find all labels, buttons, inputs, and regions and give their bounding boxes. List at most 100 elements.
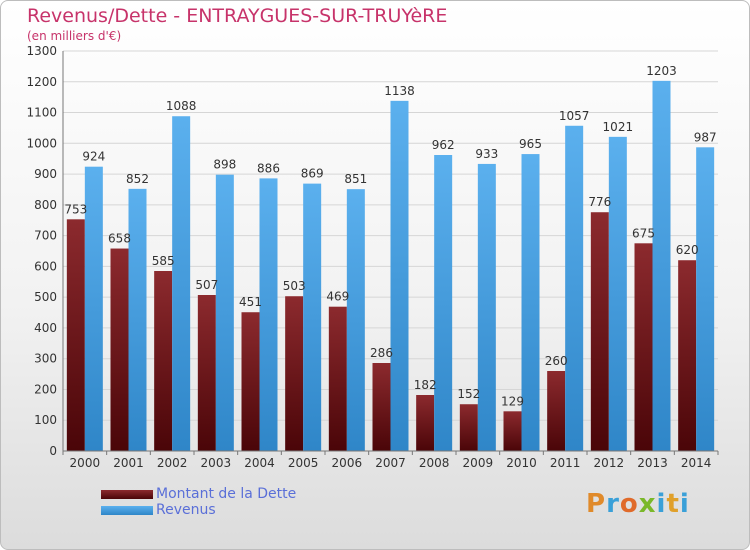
bar-revenue xyxy=(521,154,540,452)
data-label-revenue: 852 xyxy=(126,172,149,186)
bar-revenue xyxy=(172,116,191,451)
data-label-debt: 753 xyxy=(64,202,87,216)
logo-letter: i xyxy=(679,489,690,519)
data-label-debt: 260 xyxy=(545,354,568,368)
bar-debt xyxy=(503,411,522,451)
data-label-revenue: 965 xyxy=(519,137,542,151)
axes: 0 100 200 300 400 500 600 700 800 900 1000 1100 1200… xyxy=(26,44,719,470)
data-label-debt: 507 xyxy=(195,278,218,292)
data-label-revenue: 1138 xyxy=(384,84,415,98)
data-label-debt: 286 xyxy=(370,346,393,360)
bar-debt xyxy=(590,212,609,451)
x-tick-label: 2007 xyxy=(375,456,406,470)
data-label-revenue: 1021 xyxy=(603,120,634,134)
y-tick-label: 900 xyxy=(34,167,57,181)
y-tick-label: 1300 xyxy=(26,44,57,58)
x-tick-label: 2004 xyxy=(244,456,275,470)
bar-debt xyxy=(197,295,216,451)
data-label-revenue: 886 xyxy=(257,161,280,175)
y-tick-label: 700 xyxy=(34,229,57,243)
bar-revenue xyxy=(346,189,365,451)
logo-letter: t xyxy=(666,489,680,519)
logo-letter: r xyxy=(606,489,620,519)
data-label-debt: 620 xyxy=(676,243,699,257)
y-tick-label: 300 xyxy=(34,352,57,366)
bar-debt xyxy=(285,296,304,451)
data-label-debt: 776 xyxy=(588,195,611,209)
data-label-revenue: 1203 xyxy=(646,64,677,78)
x-tick-label: 2006 xyxy=(332,456,363,470)
bar-debt xyxy=(241,312,260,451)
data-label-revenue: 869 xyxy=(301,167,324,181)
bar-debt xyxy=(547,371,566,451)
y-tick-label: 200 xyxy=(34,382,57,396)
data-label-revenue: 851 xyxy=(344,172,367,186)
legend-label-debt: Montant de la Dette xyxy=(156,486,297,502)
data-label-revenue: 1057 xyxy=(559,109,590,123)
x-tick-label: 2002 xyxy=(157,456,188,470)
data-label-debt: 451 xyxy=(239,295,262,309)
x-tick-label: 2001 xyxy=(113,456,144,470)
bar-revenue xyxy=(565,125,584,452)
data-label-debt: 658 xyxy=(108,232,131,246)
bar-revenue xyxy=(434,155,453,451)
x-tick-label: 2005 xyxy=(288,456,319,470)
proxiti-logo: Proxiti xyxy=(586,489,690,519)
bar-revenue xyxy=(303,183,322,451)
data-label-debt: 675 xyxy=(632,226,655,240)
chart-subtitle: (en milliers d'€) xyxy=(27,29,122,43)
data-label-revenue: 1088 xyxy=(166,99,197,113)
y-tick-label: 600 xyxy=(34,259,57,273)
data-label-debt: 129 xyxy=(501,394,524,408)
x-tick-label: 2011 xyxy=(550,456,581,470)
y-tick-label: 100 xyxy=(34,413,57,427)
x-tick-label: 2008 xyxy=(419,456,450,470)
bar-revenue xyxy=(259,178,278,451)
bar-revenue xyxy=(652,80,671,451)
bar-revenue xyxy=(215,174,234,451)
y-tick-label: 500 xyxy=(34,290,57,304)
bar-debt xyxy=(328,306,347,451)
y-tick-label: 400 xyxy=(34,321,57,335)
data-label-revenue: 898 xyxy=(213,158,236,172)
data-label-debt: 152 xyxy=(457,387,480,401)
bar-debt xyxy=(634,243,653,451)
bar-debt xyxy=(110,248,129,451)
data-label-debt: 469 xyxy=(326,290,349,304)
bar-revenue xyxy=(608,136,627,451)
y-tick-label: 1100 xyxy=(26,106,57,120)
data-labels: 753 924 658 852 585 1088 507 898 451 886 503 869 469… xyxy=(64,64,716,408)
logo-letter: P xyxy=(586,489,607,519)
x-tick-label: 2003 xyxy=(201,456,232,470)
bar-debt xyxy=(372,363,391,451)
data-label-revenue: 924 xyxy=(82,150,105,164)
x-tick-label: 2000 xyxy=(70,456,101,470)
chart-title: Revenus/Dette - ENTRAYGUES-SUR-TRUYèRE xyxy=(27,5,448,27)
y-tick-label: 0 xyxy=(49,444,57,458)
data-label-debt: 503 xyxy=(283,279,306,293)
legend-swatch-debt xyxy=(101,490,153,499)
bar-revenue xyxy=(390,100,409,451)
bar-debt xyxy=(154,271,173,451)
logo-letter: x xyxy=(638,489,657,519)
logo-letter: o xyxy=(619,489,639,519)
bar-revenue xyxy=(477,163,496,451)
y-tick-label: 1200 xyxy=(26,75,57,89)
y-tick-label: 800 xyxy=(34,198,57,212)
bar-revenue xyxy=(128,188,147,451)
bars xyxy=(66,80,715,452)
bar-debt xyxy=(678,260,697,451)
bar-revenue xyxy=(696,147,715,452)
bar-debt xyxy=(416,395,435,451)
x-tick-label: 2012 xyxy=(594,456,625,470)
data-label-debt: 585 xyxy=(152,254,175,268)
x-tick-label: 2014 xyxy=(681,456,712,470)
bar-debt xyxy=(66,219,85,451)
x-tick-label: 2009 xyxy=(463,456,494,470)
data-label-revenue: 962 xyxy=(432,138,455,152)
x-tick-label: 2013 xyxy=(637,456,668,470)
bar-revenue xyxy=(84,166,103,451)
data-label-revenue: 933 xyxy=(475,147,498,161)
